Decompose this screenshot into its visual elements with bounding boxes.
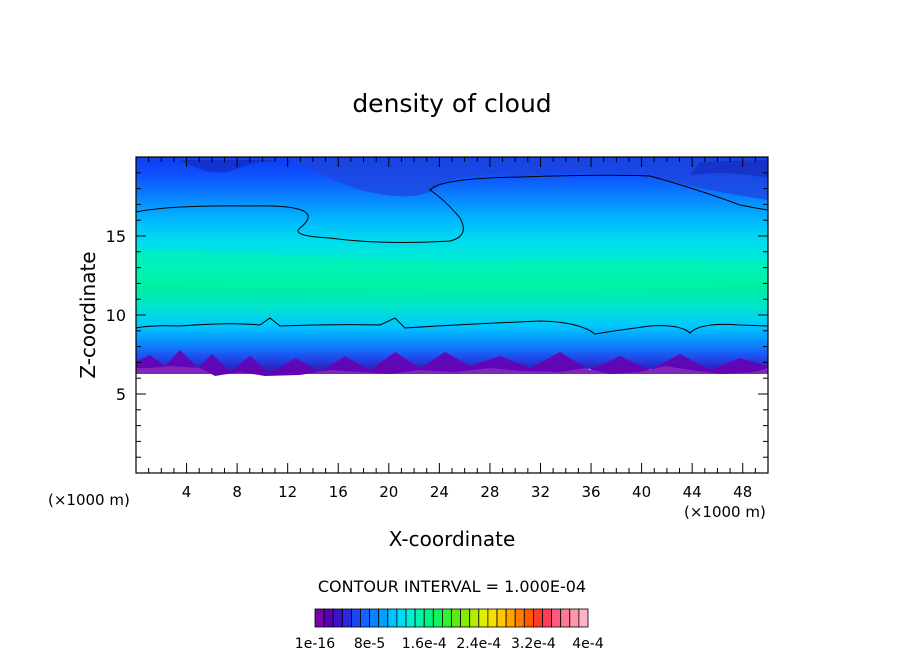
colorbar-swatch (460, 608, 471, 628)
colorbar-tick-label: 2.4e-4 (456, 636, 501, 652)
colorbar-swatch (378, 608, 389, 628)
colorbar-tick-label: 4e-4 (572, 636, 604, 652)
chart-title: density of cloud (352, 89, 551, 118)
colorbar-labels: 1e-16 8e-5 1.6e-4 2.4e-4 3.2e-4 4e-4 (295, 636, 604, 652)
colorbar-swatch (387, 608, 398, 628)
x-tick-label: 40 (632, 483, 651, 501)
x-tick-label: 24 (430, 483, 449, 501)
x-tick-label: 36 (581, 483, 600, 501)
colorbar-tick-label: 3.2e-4 (511, 636, 556, 652)
x-axis-ticks: 4 8 12 16 20 24 28 32 36 40 44 48 (148, 157, 756, 501)
contour-line-upper (136, 174, 768, 243)
plot-area (136, 157, 768, 376)
colorbar-swatch (341, 608, 352, 628)
bright-core-band (136, 250, 768, 291)
colorbar-swatch (523, 608, 534, 628)
colorbar-swatch (542, 608, 553, 628)
colorbar-swatch (514, 608, 525, 628)
colorbar-swatch (551, 608, 562, 628)
colorbar-swatch (396, 608, 407, 628)
colorbar-swatch (360, 608, 371, 628)
y-axis-label: Z-coordinate (76, 251, 100, 378)
x-axis-label: X-coordinate (389, 527, 516, 551)
x-tick-label: 48 (733, 483, 752, 501)
x-tick-label: 28 (480, 483, 499, 501)
upper-darkest-blob (180, 160, 768, 178)
colorbar-swatch (323, 608, 334, 628)
contour-interval-label: CONTOUR INTERVAL = 1.000E-04 (318, 577, 586, 596)
x-tick-label: 12 (278, 483, 297, 501)
colorbar-swatch (496, 608, 507, 628)
colorbar-swatch (560, 608, 571, 628)
y-tick-label: 5 (116, 385, 126, 404)
colorbar (314, 608, 589, 628)
colorbar-swatch (423, 608, 434, 628)
y-tick-label: 15 (106, 227, 126, 246)
x-unit-left: (×1000 m) (48, 491, 130, 509)
contour-line-lower (136, 317, 768, 335)
noisy-cloud-base (136, 350, 768, 374)
colorbar-swatch (432, 608, 443, 628)
colorbar-swatch (569, 608, 580, 628)
colorbar-swatch (505, 608, 516, 628)
colorbar-swatch (441, 608, 452, 628)
colorbar-swatch (405, 608, 416, 628)
x-tick-label: 8 (232, 483, 242, 501)
colorbar-swatch (414, 608, 425, 628)
x-unit-right: (×1000 m) (684, 503, 766, 521)
colorbar-swatch (350, 608, 361, 628)
colorbar-swatch (369, 608, 380, 628)
y-tick-label: 10 (106, 306, 126, 325)
colorbar-swatch (533, 608, 543, 628)
colorbar-swatch (578, 608, 589, 628)
y-axis-ticks: 5 10 15 (106, 172, 768, 458)
colorbar-swatch (314, 608, 325, 628)
colorbar-swatch (469, 608, 480, 628)
x-tick-label: 32 (531, 483, 550, 501)
colorbar-tick-label: 1e-16 (295, 636, 335, 652)
x-tick-label: 4 (182, 483, 192, 501)
colorbar-swatch (487, 608, 498, 628)
colorbar-swatch (478, 608, 489, 628)
colorbar-swatch (451, 608, 462, 628)
x-tick-label: 20 (379, 483, 398, 501)
x-tick-label: 16 (329, 483, 348, 501)
colorbar-tick-label: 1.6e-4 (402, 636, 447, 652)
upper-dark-blob (136, 157, 768, 200)
colorbar-tick-label: 8e-5 (354, 636, 385, 652)
x-tick-label: 44 (683, 483, 702, 501)
colorbar-swatch (332, 608, 343, 628)
